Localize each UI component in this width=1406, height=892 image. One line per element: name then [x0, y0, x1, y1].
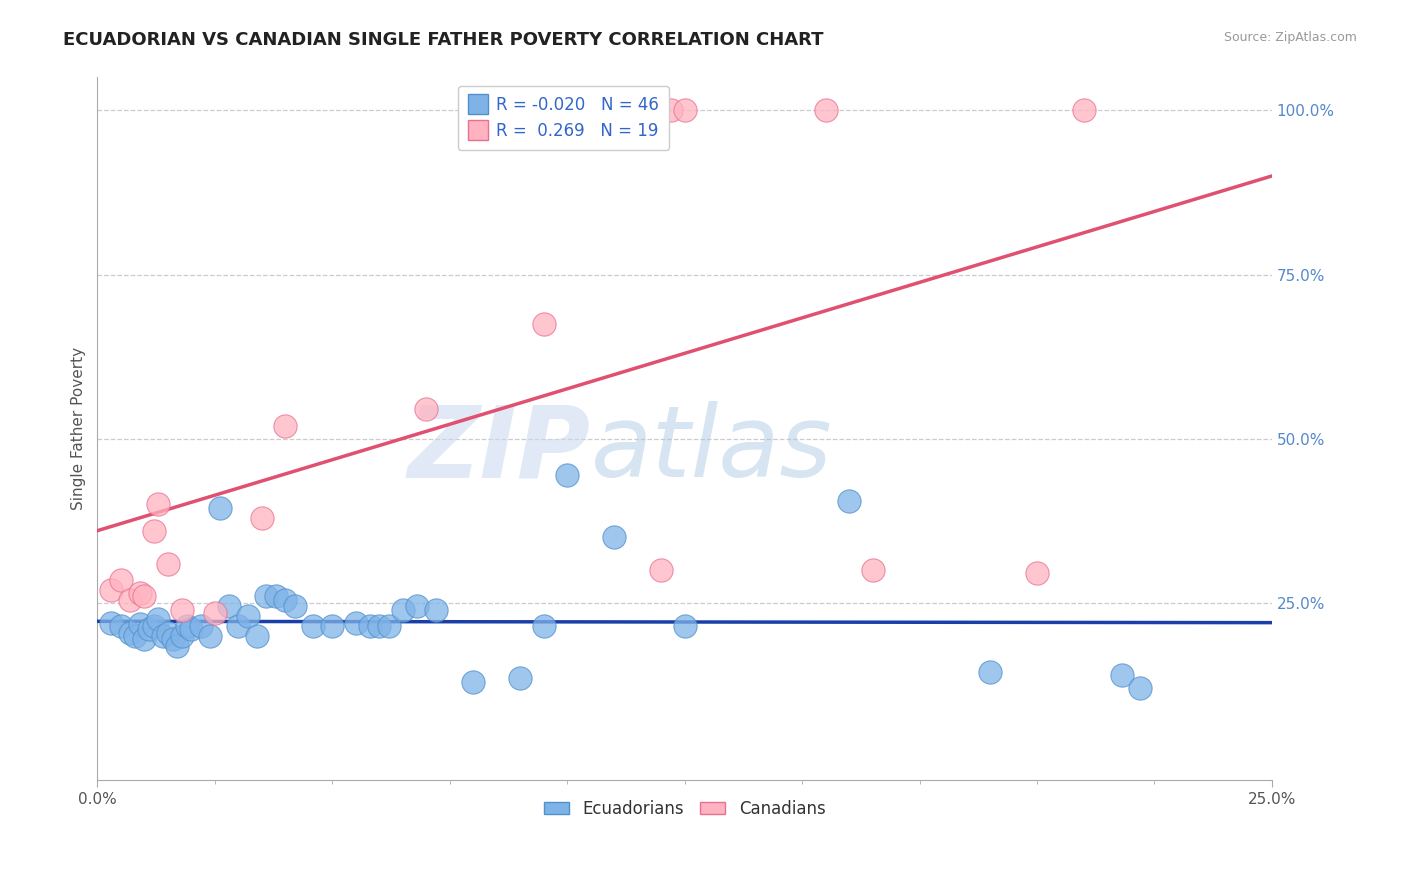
Point [415, 402, 437, 417]
Point [226, 619, 249, 633]
Point [425, 602, 447, 616]
Legend: Ecuadorians, Canadians: Ecuadorians, Canadians [537, 793, 832, 825]
Point [377, 619, 399, 633]
Text: ZIP: ZIP [408, 401, 591, 499]
Point [862, 563, 884, 577]
Point [250, 510, 273, 524]
Point [156, 557, 179, 571]
Point [814, 103, 837, 118]
Point [204, 606, 226, 620]
Point [170, 602, 193, 616]
Point [650, 563, 672, 577]
Point [246, 629, 269, 643]
Point [110, 573, 132, 587]
Point [134, 632, 156, 646]
Point [190, 619, 212, 633]
Point [124, 629, 146, 643]
Point [359, 619, 381, 633]
Point [673, 619, 696, 633]
Point [838, 494, 860, 508]
Point [555, 103, 578, 118]
Point [264, 590, 287, 604]
Point [321, 619, 343, 633]
Point [236, 609, 259, 624]
Point [208, 500, 231, 515]
Y-axis label: Single Father Poverty: Single Father Poverty [72, 347, 86, 510]
Point [1073, 103, 1095, 118]
Text: ECUADORIAN VS CANADIAN SINGLE FATHER POVERTY CORRELATION CHART: ECUADORIAN VS CANADIAN SINGLE FATHER POV… [63, 31, 824, 49]
Text: atlas: atlas [591, 401, 832, 499]
Point [659, 103, 682, 118]
Point [405, 599, 427, 614]
Point [673, 103, 696, 118]
Point [156, 625, 179, 640]
Point [284, 599, 307, 614]
Point [128, 617, 150, 632]
Point [170, 629, 193, 643]
Point [176, 619, 198, 633]
Point [612, 103, 634, 118]
Point [198, 629, 221, 643]
Point [166, 639, 188, 653]
Point [641, 103, 664, 118]
Point [142, 619, 165, 633]
Point [134, 590, 156, 604]
Point [274, 418, 297, 433]
Text: Source: ZipAtlas.com: Source: ZipAtlas.com [1223, 31, 1357, 45]
Point [463, 674, 485, 689]
Point [120, 592, 142, 607]
Point [152, 629, 174, 643]
Point [555, 467, 578, 482]
Point [148, 497, 170, 511]
Point [1026, 566, 1049, 581]
Point [368, 619, 391, 633]
Point [302, 619, 325, 633]
Point [148, 612, 170, 626]
Point [180, 622, 202, 636]
Point [603, 530, 626, 544]
Point [344, 615, 367, 630]
Point [110, 619, 132, 633]
Point [128, 586, 150, 600]
Point [509, 672, 531, 686]
Point [120, 625, 142, 640]
Point [138, 622, 160, 636]
Point [533, 619, 555, 633]
Point [256, 590, 278, 604]
Point [979, 665, 1001, 679]
Point [274, 592, 297, 607]
Point [100, 615, 122, 630]
Point [142, 524, 165, 538]
Point [1129, 681, 1152, 696]
Point [1111, 668, 1133, 682]
Point [162, 632, 184, 646]
Point [218, 599, 240, 614]
Point [100, 582, 122, 597]
Point [533, 317, 555, 331]
Point [391, 602, 413, 616]
